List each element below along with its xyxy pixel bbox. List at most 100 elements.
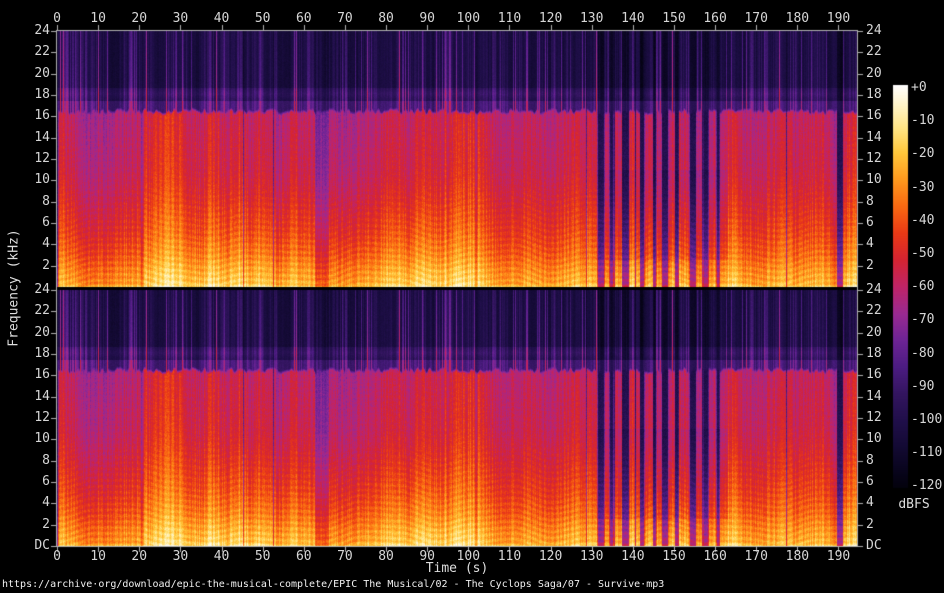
time-tick-label: 190 <box>826 11 851 26</box>
colorbar-tick-label: +0 <box>911 80 927 95</box>
freq-tick-label: 10 <box>34 172 50 188</box>
colorbar-tick-label: -20 <box>911 146 935 162</box>
time-tick-label: 160 <box>703 549 727 564</box>
freq-tick-label: 10 <box>34 431 50 447</box>
freq-tick-label: 8 <box>866 452 874 468</box>
colorbar-tick-label: -50 <box>911 246 935 261</box>
colorbar-tick-label: -120 <box>911 478 943 494</box>
time-tick-label: 120 <box>538 549 563 564</box>
time-tick-label: 120 <box>538 11 563 26</box>
colorbar-tick-label: -110 <box>911 445 943 461</box>
freq-tick-label: 14 <box>866 388 882 404</box>
freq-tick-label: 14 <box>34 388 50 404</box>
time-tick-label: 170 <box>744 549 768 564</box>
colorbar-unit-label: dBFS <box>898 497 930 512</box>
freq-tick-label: 22 <box>34 303 50 319</box>
freq-tick-label: 18 <box>866 87 882 102</box>
freq-tick-label: 2 <box>42 516 50 532</box>
freq-tick-label: 14 <box>34 129 50 145</box>
freq-tick-label: 22 <box>866 44 882 60</box>
colorbar-tick-label: -80 <box>911 345 935 361</box>
frequency-axis-title: Frequency (kHz) <box>6 229 22 347</box>
freq-tick-label: 6 <box>42 215 50 230</box>
freq-tick-label: 4 <box>42 236 50 252</box>
freq-tick-label: 4 <box>866 495 874 511</box>
time-tick-label: 20 <box>131 549 148 564</box>
time-tick-label: 40 <box>213 11 230 26</box>
freq-tick-label: 20 <box>34 324 50 340</box>
time-tick-label: 60 <box>295 11 312 26</box>
colorbar-tick-label: -100 <box>911 412 943 427</box>
time-axis-title: Time (s) <box>425 561 489 576</box>
time-tick-label: 100 <box>456 11 481 26</box>
time-tick-label: 160 <box>703 11 727 26</box>
time-tick-label: 140 <box>621 11 645 26</box>
freq-tick-label: 12 <box>866 410 882 425</box>
time-tick-label: 0 <box>53 549 61 564</box>
freq-tick-label: 8 <box>866 193 874 209</box>
time-tick-label: 40 <box>213 549 230 564</box>
time-tick-label: 110 <box>497 549 522 564</box>
freq-tick-label: 24 <box>34 282 50 297</box>
freq-tick-label: 20 <box>34 65 50 81</box>
freq-tick-label: 16 <box>866 108 882 124</box>
time-tick-label: 100 <box>456 549 481 564</box>
time-tick-label: 170 <box>744 11 768 26</box>
freq-tick-label: 12 <box>34 151 50 166</box>
freq-tick-label: 22 <box>34 44 50 60</box>
colorbar-tick-label: -90 <box>911 378 935 394</box>
source-url-text: https://archive·org/download/epic-the-mu… <box>2 579 665 590</box>
freq-tick-label: 18 <box>866 346 882 361</box>
freq-tick-label: 18 <box>34 87 50 102</box>
freq-tick-label: 2 <box>42 257 50 273</box>
time-tick-label: 110 <box>497 11 522 26</box>
time-tick-label: 140 <box>621 549 645 564</box>
freq-tick-label: 20 <box>866 65 882 81</box>
time-tick-label: 130 <box>579 549 604 564</box>
freq-tick-label: 6 <box>42 474 50 489</box>
freq-tick-label: 12 <box>866 151 882 166</box>
time-tick-label: 90 <box>419 11 435 26</box>
time-tick-label: 10 <box>90 11 106 26</box>
time-tick-label: 90 <box>419 549 435 564</box>
freq-tick-label: DC <box>866 538 882 553</box>
freq-tick-label: 12 <box>34 410 50 425</box>
time-tick-label: 10 <box>90 549 106 564</box>
time-tick-label: 30 <box>172 11 189 26</box>
time-tick-label: 130 <box>579 11 604 26</box>
time-tick-label: 30 <box>172 549 189 564</box>
freq-tick-label: 2 <box>866 257 874 273</box>
colorbar-tick-label: -60 <box>911 279 935 295</box>
time-tick-label: 50 <box>254 549 271 564</box>
colorbar-tick-label: -70 <box>911 312 935 328</box>
colorbar-tick-label: -30 <box>911 179 935 195</box>
colorbar-tick-label: -10 <box>911 113 935 129</box>
freq-tick-label: 2 <box>866 516 874 532</box>
time-tick-label: 70 <box>337 549 353 564</box>
freq-tick-label: 24 <box>866 23 882 38</box>
freq-tick-label: 10 <box>866 431 882 447</box>
time-tick-label: 180 <box>785 549 810 564</box>
freq-tick-label: 16 <box>866 367 882 383</box>
time-tick-label: 70 <box>337 11 353 26</box>
freq-tick-label: 18 <box>34 346 50 361</box>
time-tick-label: 150 <box>662 549 686 564</box>
time-tick-label: 80 <box>378 11 394 26</box>
freq-tick-label: 8 <box>42 452 50 468</box>
freq-tick-label: 10 <box>866 172 882 188</box>
freq-tick-label: 6 <box>866 215 874 230</box>
time-tick-label: 60 <box>295 549 312 564</box>
freq-tick-label: 20 <box>866 324 882 340</box>
time-tick-label: 190 <box>826 549 851 564</box>
freq-tick-label: 4 <box>42 495 50 511</box>
freq-tick-label: 22 <box>866 303 882 319</box>
freq-tick-label: 4 <box>866 236 874 252</box>
time-tick-label: 150 <box>662 11 686 26</box>
time-tick-label: 20 <box>131 11 148 26</box>
freq-tick-label: 8 <box>42 193 50 209</box>
freq-tick-label: 24 <box>866 282 882 297</box>
time-tick-label: 80 <box>378 549 394 564</box>
time-tick-label: 180 <box>785 11 810 26</box>
freq-tick-label: 16 <box>34 367 50 383</box>
